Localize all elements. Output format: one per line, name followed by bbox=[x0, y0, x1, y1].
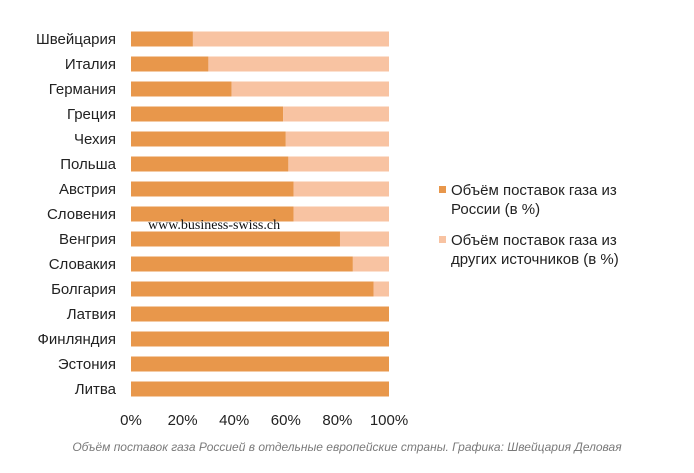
category-label: Греция bbox=[67, 106, 116, 123]
legend-swatch-russia bbox=[439, 186, 446, 193]
bar-russia-14 bbox=[131, 381, 389, 397]
bar-russia-9 bbox=[131, 256, 353, 272]
x-tick-label: 40% bbox=[219, 412, 249, 429]
bar-other-10 bbox=[373, 281, 389, 297]
category-label: Латвия bbox=[67, 306, 116, 323]
bar-russia-12 bbox=[131, 331, 389, 347]
legend-label: других источников (в %) bbox=[451, 251, 619, 268]
bar-russia-2 bbox=[131, 81, 232, 97]
category-label: Венгрия bbox=[59, 231, 116, 248]
bar-russia-7 bbox=[131, 206, 294, 222]
category-labels: Швейцария Италия Германия Греция Чехия Польша… bbox=[36, 31, 117, 398]
bar-other-7 bbox=[293, 206, 389, 222]
legend-label: Объём поставок газа из bbox=[451, 232, 617, 249]
category-label: Болгария bbox=[51, 281, 116, 298]
category-label: Польша bbox=[60, 156, 116, 173]
bar-russia-1 bbox=[131, 56, 209, 72]
bar-other-2 bbox=[231, 81, 389, 97]
x-tick-label: 100% bbox=[370, 412, 408, 429]
bar-russia-5 bbox=[131, 156, 289, 172]
bar-other-1 bbox=[208, 56, 389, 72]
bar-russia-6 bbox=[131, 181, 294, 197]
bar-russia-3 bbox=[131, 106, 284, 122]
category-label: Чехия bbox=[74, 131, 116, 148]
watermark-text: www.business-swiss.ch bbox=[148, 218, 280, 233]
bar-russia-8 bbox=[131, 231, 340, 247]
category-label: Италия bbox=[65, 56, 116, 73]
bar-russia-10 bbox=[131, 281, 374, 297]
bar-other-4 bbox=[285, 131, 389, 147]
bar-russia-4 bbox=[131, 131, 286, 147]
bar-russia-11 bbox=[131, 306, 389, 322]
x-tick-label: 60% bbox=[271, 412, 301, 429]
category-label: Словакия bbox=[49, 256, 116, 273]
legend-label: Объём поставок газа из bbox=[451, 182, 617, 199]
bar-other-3 bbox=[283, 106, 389, 122]
bar-russia-0 bbox=[131, 31, 193, 47]
chart-caption: Объём поставок газа Россией в отдельные … bbox=[72, 440, 622, 454]
bar-other-9 bbox=[352, 256, 389, 272]
x-tick-label: 0% bbox=[120, 412, 142, 429]
legend: Объём поставок газа из России (в %) Объём … bbox=[439, 182, 619, 268]
bar-other-8 bbox=[339, 231, 389, 247]
bar-other-6 bbox=[293, 181, 389, 197]
bar-russia-13 bbox=[131, 356, 389, 372]
category-label: Словения bbox=[47, 206, 116, 223]
bars-group bbox=[131, 31, 389, 397]
bar-other-0 bbox=[192, 31, 389, 47]
category-label: Германия bbox=[49, 81, 116, 98]
category-label: Литва bbox=[75, 381, 117, 398]
category-label: Финляндия bbox=[38, 331, 116, 348]
category-label: Швейцария bbox=[36, 31, 116, 48]
bar-other-5 bbox=[288, 156, 389, 172]
legend-swatch-other bbox=[439, 236, 446, 243]
x-axis-ticks: 0% 20% 40% 60% 80% 100% bbox=[120, 412, 408, 429]
legend-label: России (в %) bbox=[451, 201, 540, 218]
x-tick-label: 80% bbox=[322, 412, 352, 429]
category-label: Австрия bbox=[59, 181, 116, 198]
category-label: Эстония bbox=[58, 356, 116, 373]
x-tick-label: 20% bbox=[168, 412, 198, 429]
